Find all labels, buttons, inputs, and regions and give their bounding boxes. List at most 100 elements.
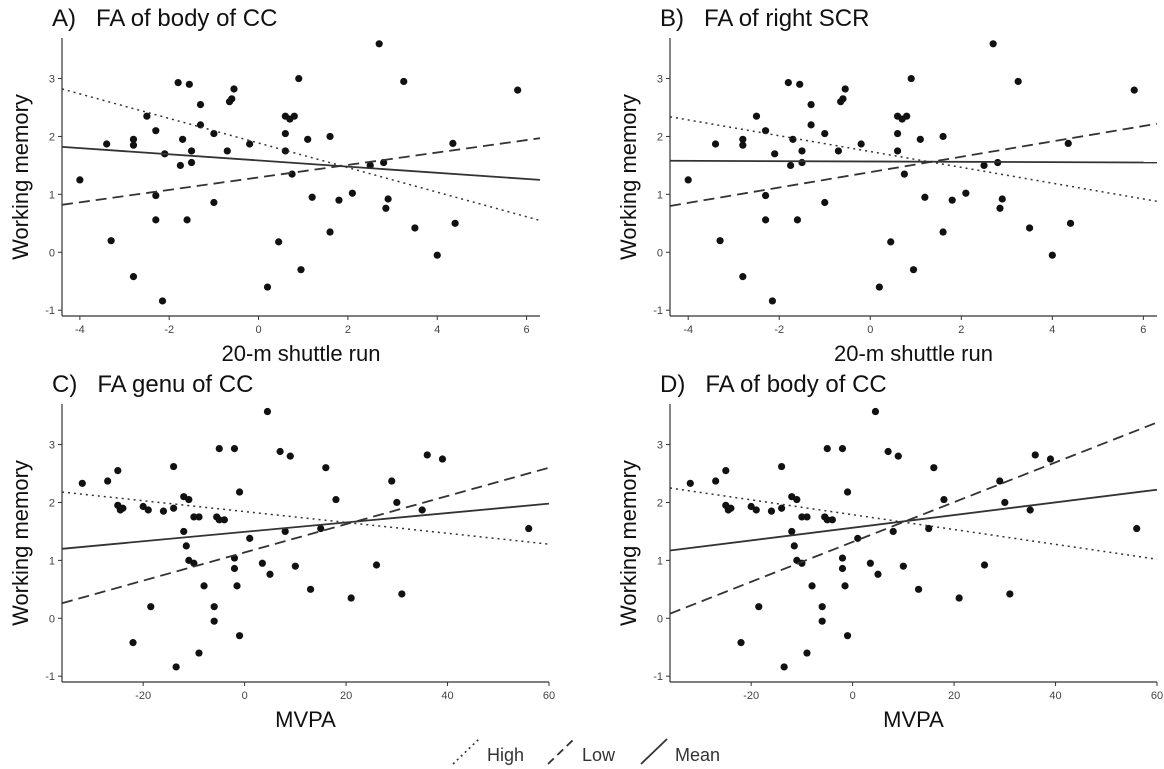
x-tick-label: 4 <box>434 324 440 336</box>
data-point <box>398 590 406 598</box>
y-tick-label: 3 <box>49 74 55 86</box>
data-point <box>808 582 816 590</box>
data-point <box>228 95 236 103</box>
legend-key-low <box>547 738 575 765</box>
data-point <box>761 216 770 224</box>
data-point <box>190 559 198 567</box>
data-point <box>823 444 831 453</box>
data-point <box>803 513 811 521</box>
data-point <box>939 132 947 141</box>
data-point <box>388 477 396 485</box>
series-line-mean <box>61 145 541 181</box>
data-point <box>297 266 305 274</box>
data-point <box>793 216 802 224</box>
data-point <box>190 513 198 521</box>
data-point <box>263 283 272 291</box>
data-point <box>347 594 355 602</box>
data-point <box>185 80 193 88</box>
data-point <box>807 101 815 109</box>
legend-label-low: Low <box>582 745 616 765</box>
x-tick-label: 20 <box>948 690 960 702</box>
y-tick-label: -1 <box>653 671 663 683</box>
data-point <box>894 452 902 460</box>
data-point <box>400 77 408 86</box>
data-point <box>1130 86 1138 94</box>
data-point <box>382 204 390 212</box>
data-point <box>235 632 244 640</box>
data-point <box>332 495 340 504</box>
series-line-mean <box>669 159 1158 164</box>
data-point <box>834 147 843 155</box>
data-point <box>147 603 155 611</box>
series-line-high <box>61 491 550 545</box>
data-point <box>1001 498 1009 507</box>
data-point <box>1064 139 1072 148</box>
data-point <box>955 594 963 602</box>
y-tick-label: 3 <box>49 440 55 452</box>
data-point <box>980 561 989 569</box>
data-point <box>903 112 911 120</box>
data-point <box>1006 590 1014 598</box>
series-line-mean <box>669 488 1158 552</box>
x-axis-label: 20-m shuttle run <box>222 341 381 366</box>
data-point <box>747 502 755 511</box>
x-axis-label: 20-m shuttle run <box>834 341 993 366</box>
data-point <box>768 297 777 305</box>
x-tick-label: 40 <box>441 690 453 702</box>
data-point <box>129 135 138 143</box>
data-point <box>684 176 692 184</box>
x-tick-label: 2 <box>958 324 964 336</box>
x-tick-label: -2 <box>164 324 174 336</box>
data-point <box>866 559 874 567</box>
x-tick-label: -4 <box>75 324 85 336</box>
series-line-high <box>669 116 1158 203</box>
data-point <box>884 447 892 456</box>
data-point <box>393 498 401 507</box>
data-point <box>107 237 115 245</box>
y-tick-label: 1 <box>657 555 663 567</box>
data-point <box>233 582 241 590</box>
data-point <box>200 582 208 590</box>
x-tick-label: 0 <box>255 324 261 336</box>
x-tick-label: -20 <box>135 690 151 702</box>
data-point <box>818 617 826 625</box>
data-point <box>195 513 203 521</box>
data-point <box>930 464 938 472</box>
data-point <box>215 444 223 453</box>
data-point <box>921 193 929 201</box>
legend-key-high <box>452 738 480 765</box>
data-point <box>909 266 918 274</box>
data-point <box>790 542 798 550</box>
panel-a: A) FA of body of CC -1 0 1 2 3 -4 -2 0 2 4 6 20-m sh… <box>8 5 541 366</box>
data-point <box>276 447 284 456</box>
series-line-low <box>669 122 1158 207</box>
data-point <box>686 479 694 487</box>
x-tick-label: 6 <box>1140 324 1146 336</box>
series-line-low <box>669 421 1158 615</box>
x-tick-label: 60 <box>543 690 555 702</box>
data-point <box>807 121 815 129</box>
y-axis-label: Working memory <box>616 460 641 626</box>
data-point <box>114 467 122 475</box>
y-tick-label: -1 <box>45 305 55 317</box>
data-point <box>172 663 180 671</box>
data-point <box>317 524 325 533</box>
series-line-low <box>61 137 541 206</box>
data-point <box>841 85 849 93</box>
x-tick-label: 6 <box>524 324 530 336</box>
data-point <box>796 80 804 88</box>
data-point <box>185 495 193 504</box>
x-tick-label: 2 <box>345 324 351 336</box>
data-point <box>914 585 923 593</box>
y-tick-label: 0 <box>49 613 55 625</box>
data-point <box>411 224 419 232</box>
data-point <box>438 455 447 463</box>
data-point <box>925 524 933 533</box>
y-axis-label: Working memory <box>8 460 33 626</box>
data-point <box>291 562 299 570</box>
data-point <box>288 170 296 178</box>
data-point <box>210 603 218 611</box>
y-tick-label: -1 <box>45 671 55 683</box>
panel-title: B) FA of right SCR <box>660 5 869 32</box>
data-point <box>418 506 426 514</box>
